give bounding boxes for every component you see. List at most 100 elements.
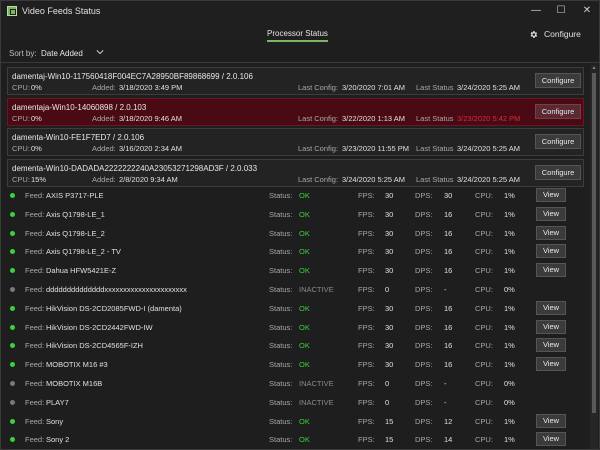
feed-row: Feed: ddddddddddddddxxxxxxxxxxxxxxxxxxxxx… [1, 280, 589, 299]
status-dot-active-icon [10, 305, 15, 311]
status-dot-active-icon [10, 211, 15, 217]
view-button[interactable]: View [536, 338, 566, 353]
fps-label: FPS: [358, 397, 375, 407]
status-label: Status: [269, 266, 293, 276]
feed-row: Feed: PLAY7 Status: INACTIVE FPS: 0 DPS: - CPU: 0… [1, 393, 589, 412]
scroll-thumb[interactable] [592, 73, 596, 413]
status-dot-active-icon [10, 324, 15, 330]
cpu-value: 1% [504, 303, 515, 313]
fps-label: FPS: [358, 209, 375, 219]
sort-dropdown[interactable]: Date Added [41, 49, 83, 58]
status-value: OK [299, 209, 310, 219]
dps-label: DPS: [415, 322, 433, 332]
added-value: 3/16/2020 2:34 AM [119, 144, 182, 153]
scroll-up-icon[interactable]: ▲ [591, 65, 597, 71]
feed-label: Feed: [25, 228, 45, 238]
cpu-value: 1% [504, 191, 515, 200]
status-value: OK [299, 341, 310, 351]
cpu-value: 1% [504, 209, 515, 219]
view-button[interactable]: View [536, 225, 566, 240]
cpu-value: 0% [504, 379, 515, 388]
feed-row: Feed: Dahua HFW5421E-Z Status: OK FPS: 30 DPS:… [1, 261, 589, 280]
chevron-down-icon[interactable] [96, 48, 104, 56]
configure-button[interactable]: Configure [535, 134, 581, 149]
configure-button[interactable]: Configure [535, 165, 581, 180]
configure-button[interactable]: Configure [529, 28, 581, 40]
last-config-label: Last Config: [298, 175, 339, 184]
feed-row: Feed: HikVision DS-2CD4565F-IZH Status: OK F… [1, 336, 589, 355]
feed-name: PLAY7 [46, 397, 69, 407]
cpu-label: CPU: [475, 303, 493, 313]
status-dot-active-icon [10, 362, 15, 368]
view-button[interactable]: View [536, 244, 566, 259]
view-button[interactable]: View [536, 413, 566, 428]
close-button[interactable]: ✕ [582, 5, 592, 16]
added-value: 2/8/2020 9:34 AM [119, 175, 178, 184]
feed-label: Feed: [25, 416, 45, 426]
fps-value: 30 [385, 322, 394, 332]
view-button[interactable]: View [536, 263, 566, 278]
dps-value: - [444, 397, 447, 407]
feed-row: Feed: Sony Status: OK FPS: 15 DPS: 12 CPU: 1% View [1, 412, 589, 431]
status-dot-inactive-icon [10, 287, 15, 292]
dps-value: 12 [444, 416, 453, 426]
dps-value: 16 [444, 266, 453, 276]
fps-label: FPS: [358, 379, 375, 388]
fps-value: 30 [385, 341, 394, 351]
cpu-value: 1% [504, 435, 515, 445]
view-button[interactable]: View [536, 300, 566, 315]
feed-label: Feed: [25, 379, 45, 388]
cpu-value: 1% [504, 360, 515, 370]
status-label: Status: [269, 285, 293, 294]
status-value: INACTIVE [299, 379, 334, 388]
feed-name: Sony 2 [46, 435, 70, 445]
status-dot-active-icon [10, 343, 15, 349]
dps-label: DPS: [415, 379, 433, 388]
last-status-label: Last Status [416, 175, 454, 184]
dps-label: DPS: [415, 303, 433, 313]
view-button[interactable]: View [536, 319, 566, 334]
last-config-label: Last Config: [298, 144, 339, 153]
dps-label: DPS: [415, 416, 433, 426]
status-value: OK [299, 416, 310, 426]
view-button[interactable]: View [536, 357, 566, 372]
feed-label: Feed: [25, 191, 45, 200]
status-label: Status: [269, 191, 293, 200]
status-label: Status: [269, 247, 293, 257]
dps-label: DPS: [415, 191, 433, 200]
feed-label: Feed: [25, 435, 45, 445]
title-bar[interactable]: Video Feeds Status — ☐ ✕ [1, 1, 599, 21]
feed-row: Feed: Sony 2 Status: OK FPS: 15 DPS: 14 CPU: 1% Vi… [1, 430, 589, 449]
configure-button[interactable]: Configure [535, 73, 581, 88]
added-value: 3/18/2020 3:49 PM [119, 83, 183, 92]
fps-value: 30 [385, 191, 394, 200]
dps-label: DPS: [415, 435, 433, 445]
last-status-value: 3/24/2020 5:25 AM [457, 175, 520, 184]
status-dot-active-icon [10, 437, 15, 443]
status-value: INACTIVE [299, 397, 334, 407]
status-value: OK [299, 266, 310, 276]
maximize-button[interactable]: ☐ [556, 5, 566, 16]
status-value: OK [299, 322, 310, 332]
feed-row: Feed: MOBOTIX M16B Status: INACTIVE FPS: 0 DPS… [1, 374, 589, 393]
status-value: OK [299, 360, 310, 370]
feed-label: Feed: [25, 285, 45, 294]
feed-label: Feed: [25, 360, 45, 370]
processor-list: damentaj-Win10-117560418F004EC7A28950BF8… [1, 65, 589, 449]
view-button[interactable]: View [536, 432, 566, 447]
configure-button[interactable]: Configure [535, 104, 581, 119]
cpu-value: 0% [31, 114, 42, 123]
tab-processor-status[interactable]: Processor Status [267, 29, 328, 42]
fps-label: FPS: [358, 191, 375, 200]
feed-name: HikVision DS-2CD2085FWD-I (damenta) [46, 303, 182, 313]
status-dot-active-icon [10, 230, 15, 236]
view-button[interactable]: View [536, 206, 566, 221]
status-dot-active-icon [10, 268, 15, 274]
view-button[interactable]: View [536, 188, 566, 202]
cpu-label: CPU: [475, 209, 493, 219]
status-value: OK [299, 247, 310, 257]
last-config-label: Last Config: [298, 114, 339, 123]
minimize-button[interactable]: — [531, 5, 541, 16]
vertical-scrollbar[interactable]: ▲ [590, 65, 598, 449]
feed-row: Feed: HikVision DS-2CD2442FWD-IW Status: OK… [1, 318, 589, 337]
